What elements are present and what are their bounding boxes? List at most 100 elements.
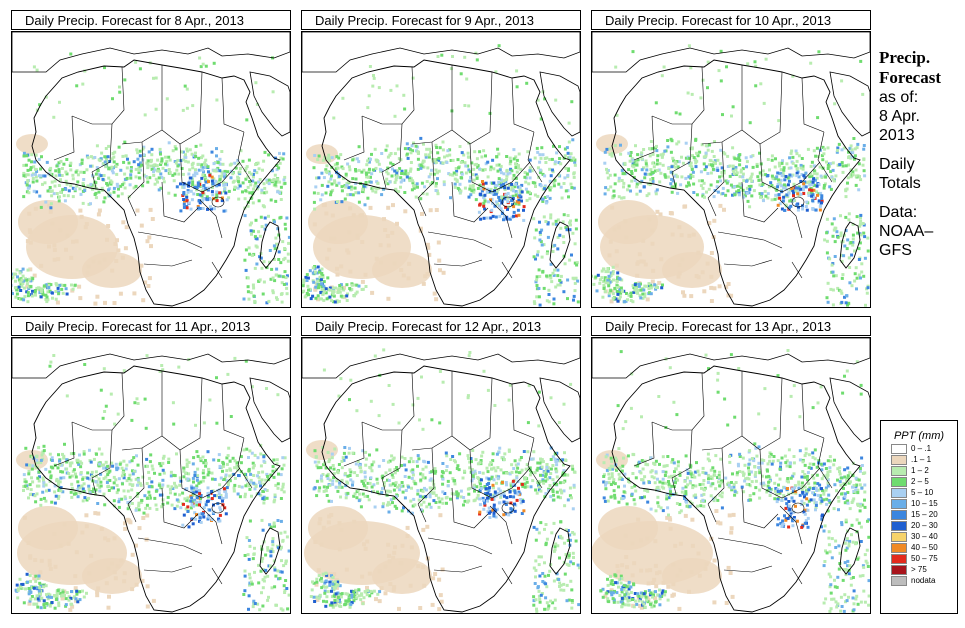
rain-pixel bbox=[349, 470, 353, 474]
rain-pixel bbox=[191, 462, 195, 466]
rain-pixel bbox=[393, 471, 397, 475]
rain-pixel bbox=[243, 472, 247, 476]
rain-pixel bbox=[351, 177, 355, 181]
rain-pixel bbox=[279, 198, 283, 201]
rain-pixel bbox=[508, 156, 512, 160]
rain-pixel bbox=[159, 464, 163, 468]
rain-pixel bbox=[150, 480, 154, 484]
rain-pixel bbox=[193, 474, 197, 477]
rain-pixel bbox=[181, 491, 185, 495]
rain-pixel bbox=[180, 167, 184, 170]
dry-pixel bbox=[641, 238, 646, 243]
rain-pixel bbox=[412, 497, 416, 501]
rain-pixel bbox=[70, 602, 74, 606]
rain-pixel bbox=[199, 459, 203, 463]
rain-pixel bbox=[436, 151, 440, 155]
rain-pixel bbox=[115, 491, 119, 495]
rain-pixel bbox=[797, 189, 801, 193]
rain-pixel bbox=[627, 184, 631, 188]
rain-pixel bbox=[123, 177, 127, 181]
rain-pixel bbox=[546, 195, 550, 199]
rain-pixel bbox=[436, 192, 440, 196]
dry-pixel bbox=[96, 586, 101, 591]
rain-pixel bbox=[26, 300, 30, 304]
rain-pixel bbox=[56, 496, 60, 500]
rain-pixel bbox=[553, 457, 557, 461]
rain-pixel bbox=[83, 363, 87, 366]
rain-pixel bbox=[603, 192, 607, 196]
rain-pixel bbox=[551, 464, 555, 467]
rain-pixel bbox=[541, 172, 545, 176]
rain-pixel bbox=[97, 190, 101, 194]
rain-pixel bbox=[474, 173, 478, 177]
rain-pixel bbox=[145, 496, 149, 500]
rain-pixel bbox=[814, 154, 818, 158]
rain-pixel bbox=[327, 288, 330, 292]
rain-pixel bbox=[252, 464, 256, 468]
rain-pixel bbox=[156, 167, 160, 171]
rain-pixel bbox=[32, 65, 36, 69]
rain-pixel bbox=[255, 237, 259, 241]
rain-pixel bbox=[541, 153, 545, 157]
rain-pixel bbox=[329, 190, 333, 194]
rain-pixel bbox=[76, 600, 80, 604]
rain-pixel bbox=[660, 286, 664, 290]
rain-pixel bbox=[233, 466, 237, 470]
rain-pixel bbox=[550, 280, 554, 284]
rain-pixel bbox=[35, 492, 39, 496]
rain-pixel bbox=[218, 483, 222, 487]
rain-pixel bbox=[197, 168, 201, 172]
rain-pixel bbox=[104, 460, 108, 464]
rain-pixel bbox=[71, 173, 75, 177]
rain-pixel bbox=[119, 168, 123, 172]
heavy-rain-pixel bbox=[796, 192, 800, 196]
rain-pixel bbox=[69, 161, 73, 165]
rain-pixel bbox=[271, 537, 275, 541]
rain-pixel bbox=[553, 162, 557, 166]
rain-pixel bbox=[221, 464, 225, 468]
dry-pixel bbox=[97, 208, 102, 213]
rain-pixel bbox=[472, 167, 476, 171]
heavy-rain-pixel bbox=[204, 186, 208, 190]
rain-pixel bbox=[116, 184, 120, 188]
dry-pixel bbox=[47, 562, 52, 567]
rain-pixel bbox=[122, 489, 126, 493]
rain-pixel bbox=[840, 259, 844, 263]
rain-pixel bbox=[233, 459, 237, 463]
rain-pixel bbox=[44, 95, 48, 99]
rain-pixel bbox=[97, 447, 101, 451]
rain-pixel bbox=[676, 165, 680, 169]
rain-pixel bbox=[539, 184, 543, 188]
rain-pixel bbox=[320, 267, 324, 271]
dry-pixel bbox=[392, 550, 397, 555]
dry-pixel bbox=[52, 243, 57, 248]
rain-pixel bbox=[489, 187, 493, 191]
rain-pixel bbox=[99, 472, 103, 476]
rain-pixel bbox=[243, 554, 247, 557]
rain-pixel bbox=[260, 559, 264, 563]
rain-pixel bbox=[112, 155, 116, 159]
rain-pixel bbox=[613, 173, 617, 177]
rain-pixel bbox=[25, 154, 29, 158]
rain-pixel bbox=[825, 231, 829, 235]
dry-pixel bbox=[702, 289, 707, 294]
rain-pixel bbox=[91, 187, 94, 191]
rain-pixel bbox=[79, 471, 83, 474]
rain-pixel bbox=[666, 139, 670, 142]
heavy-rain-pixel bbox=[811, 199, 815, 203]
rain-pixel bbox=[371, 168, 375, 172]
rain-pixel bbox=[69, 184, 73, 188]
rain-pixel bbox=[191, 180, 195, 184]
rain-pixel bbox=[76, 180, 80, 184]
rain-pixel bbox=[611, 270, 615, 273]
rain-pixel bbox=[33, 291, 37, 295]
rain-pixel bbox=[34, 153, 38, 157]
rain-pixel bbox=[57, 170, 61, 174]
rain-pixel bbox=[68, 461, 72, 465]
rain-pixel bbox=[559, 488, 562, 492]
dry-pixel bbox=[395, 221, 399, 226]
rain-pixel bbox=[250, 221, 253, 225]
rain-pixel bbox=[179, 150, 183, 154]
rain-pixel bbox=[722, 171, 726, 175]
rain-pixel bbox=[464, 171, 468, 175]
